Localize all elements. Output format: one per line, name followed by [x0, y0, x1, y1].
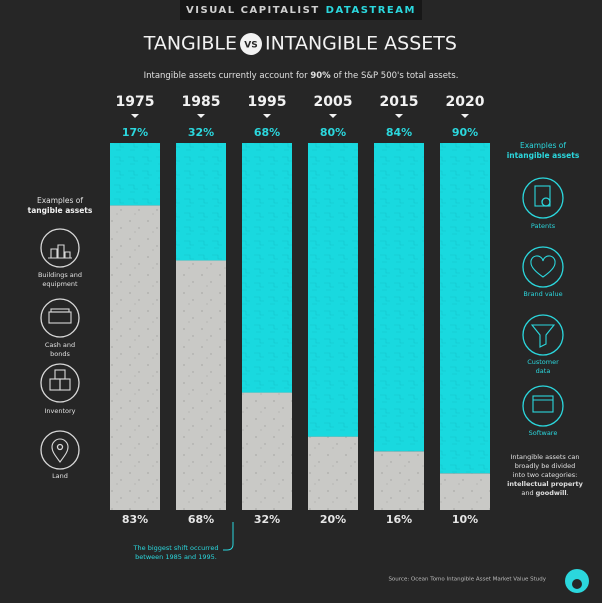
source: Source: Ocean Tomo Intangible Asset Mark… — [388, 577, 546, 583]
note: intellectual property — [507, 480, 583, 488]
item-label: equipment — [42, 280, 78, 288]
year-pointer — [395, 114, 403, 118]
banner: VISUAL CAPITALIST DATASTREAM — [186, 5, 416, 16]
item-label: Customer — [527, 358, 559, 366]
item-label: Software — [529, 429, 558, 437]
value-label: 68% — [188, 513, 214, 526]
note-part: broadly be divided — [515, 462, 576, 470]
banner-product: DATASTREAM — [326, 5, 416, 16]
panel-heading: Examples of — [37, 196, 83, 205]
year-label: 2015 — [380, 94, 419, 110]
bar-texture — [176, 143, 226, 261]
subtitle-part: Intangible assets currently account for — [144, 71, 311, 81]
note: into two categories: — [513, 471, 578, 479]
title-vs-circle — [240, 33, 262, 55]
value-label: 10% — [452, 513, 478, 526]
year-pointer — [461, 114, 469, 118]
note-part: goodwill — [536, 489, 567, 497]
bar-texture — [374, 451, 424, 510]
year-pointer — [329, 114, 337, 118]
value-label: 32% — [188, 126, 214, 139]
value-label: 32% — [254, 513, 280, 526]
panel-heading: tangible assets — [28, 206, 93, 215]
title-left: TANGIBLE — [143, 33, 237, 55]
bar-texture — [110, 143, 160, 206]
title-right: INTANGIBLE ASSETS — [265, 33, 457, 55]
year-label: 1975 — [116, 94, 155, 110]
bar-texture — [374, 143, 424, 452]
bar-texture — [308, 143, 358, 437]
logo — [565, 569, 589, 593]
title-vs: VS — [244, 41, 257, 51]
subtitle-part: 90% — [310, 71, 331, 81]
annotation: The biggest shift occurred — [133, 544, 219, 552]
year-label: 2005 — [314, 94, 353, 110]
value-label: 90% — [452, 126, 478, 139]
bar-texture — [242, 143, 292, 393]
banner-brand: VISUAL CAPITALIST — [186, 5, 320, 16]
note-part: Intangible assets can — [510, 453, 579, 461]
year-pointer — [197, 114, 205, 118]
subtitle: Intangible assets currently account for … — [144, 71, 459, 81]
year-pointer — [263, 114, 271, 118]
note-part: . — [567, 489, 569, 497]
note: and goodwill. — [521, 489, 568, 497]
subtitle-part: of the S&P 500's total assets. — [331, 71, 459, 81]
bar-texture — [176, 260, 226, 510]
value-label: 16% — [386, 513, 412, 526]
year-label: 1985 — [182, 94, 221, 110]
year-label: 2020 — [446, 94, 485, 110]
right-icons — [522, 177, 564, 427]
annotation-line — [223, 522, 234, 551]
value-label: 68% — [254, 126, 280, 139]
item-label: data — [536, 367, 551, 375]
value-label: 80% — [320, 126, 346, 139]
value-label: 84% — [386, 126, 412, 139]
banner-bg — [180, 0, 422, 20]
bar-texture — [242, 392, 292, 510]
item-label: bonds — [50, 350, 70, 358]
panel-heading: Examples of — [520, 141, 566, 150]
year-label: 1995 — [248, 94, 287, 110]
note-part: into two categories: — [513, 471, 578, 479]
value-label: 20% — [320, 513, 346, 526]
bar-texture — [308, 436, 358, 510]
item-label: Brand value — [523, 290, 562, 298]
bar-texture — [440, 473, 490, 510]
bar-texture — [440, 143, 490, 474]
item-label: Patents — [531, 222, 556, 230]
note: broadly be divided — [515, 462, 576, 470]
left-icons — [40, 228, 80, 470]
item-label: Buildings and — [38, 271, 82, 279]
panel-heading: intangible assets — [507, 151, 580, 160]
note: Intangible assets can — [510, 453, 579, 461]
note-part: intellectual property — [507, 480, 583, 488]
year-pointer — [131, 114, 139, 118]
value-label: 17% — [122, 126, 148, 139]
item-label: Inventory — [44, 407, 75, 415]
bar-texture — [110, 205, 160, 510]
item-label: Cash and — [45, 341, 75, 349]
note-part: and — [521, 489, 535, 497]
item-label: Land — [52, 472, 68, 480]
annotation: between 1985 and 1995. — [135, 553, 217, 561]
value-label: 83% — [122, 513, 148, 526]
